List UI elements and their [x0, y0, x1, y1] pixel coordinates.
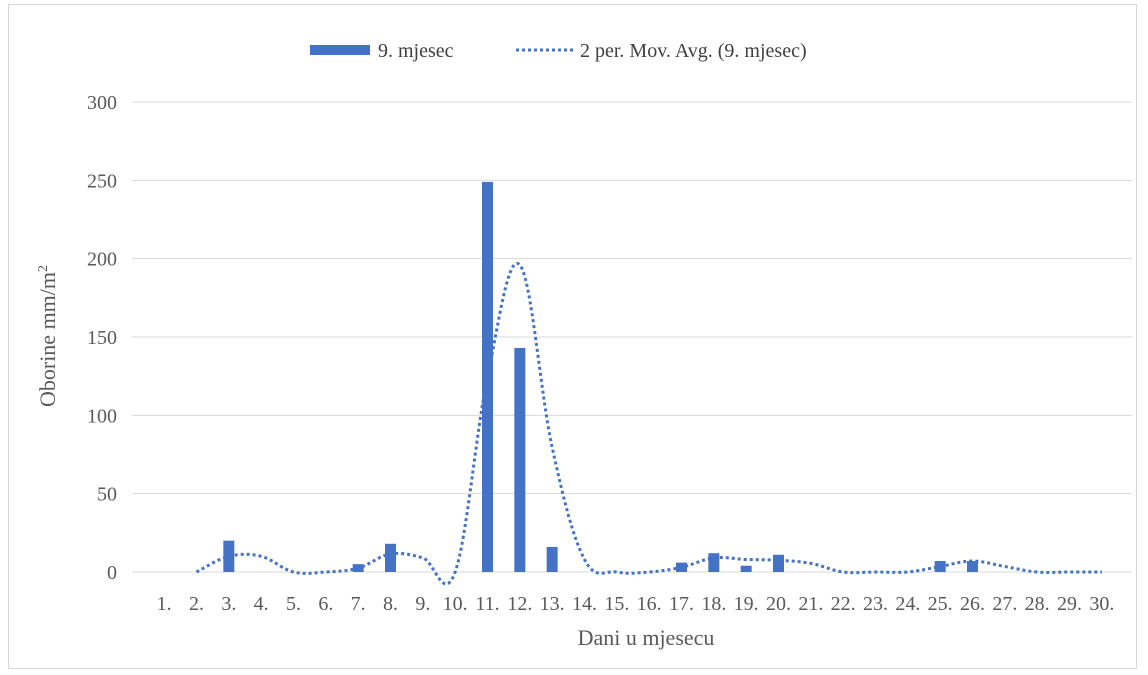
x-tick-label: 20. — [766, 593, 791, 615]
x-tick-label: 13. — [540, 593, 565, 615]
legend-line-label: 2 per. Mov. Avg. (9. mjesec) — [580, 40, 807, 62]
x-tick-label: 10. — [443, 593, 468, 615]
x-tick-label: 26. — [960, 593, 985, 615]
x-tick-label: 18. — [701, 593, 726, 615]
bar — [967, 561, 978, 572]
legend: 9. mjesec 2 per. Mov. Avg. (9. mjesec) — [310, 40, 807, 62]
y-tick-label: 200 — [87, 249, 117, 271]
x-axis-title: Dani u mjesecu — [578, 625, 715, 650]
y-tick-label: 100 — [87, 405, 117, 427]
y-tick-label: 150 — [87, 327, 117, 349]
bar — [385, 543, 396, 572]
bar — [514, 347, 526, 572]
x-tick-label: 3. — [221, 593, 236, 615]
x-tick-label: 29. — [1057, 593, 1082, 615]
x-tick-label: 4. — [254, 593, 269, 615]
x-tick-label: 9. — [415, 593, 430, 615]
x-tick-label: 15. — [604, 593, 629, 615]
x-tick-label: 1. — [157, 593, 172, 615]
x-tick-label: 19. — [734, 593, 759, 615]
y-tick-label: 0 — [107, 562, 117, 584]
bar-series — [223, 181, 978, 572]
x-tick-label: 24. — [895, 593, 920, 615]
moving-average-line — [195, 261, 1102, 586]
y-axis-title-main: Oborine mm/m — [35, 272, 60, 407]
y-tick-label: 50 — [97, 484, 117, 506]
x-tick-label: 22. — [831, 593, 856, 615]
moving-average-series — [195, 261, 1102, 586]
bar — [740, 565, 752, 572]
legend-bar-label: 9. mjesec — [378, 40, 454, 62]
x-tick-label: 2. — [189, 593, 204, 615]
x-tick-label: 23. — [863, 593, 888, 615]
y-tick-label: 250 — [87, 170, 117, 192]
y-axis-title: Oborine mm/m2 — [35, 265, 60, 407]
bar — [773, 554, 784, 572]
x-tick-label: 8. — [383, 593, 398, 615]
x-tick-label: 5. — [286, 593, 301, 615]
x-tick-labels: 1. 2. 3. 4. 5. 6. 7. 8. 9. 10. 11. 12. 13. 14. 15. 16. 1… — [157, 593, 1115, 615]
x-tick-label: 25. — [928, 593, 953, 615]
x-tick-label: 16. — [637, 593, 662, 615]
x-tick-label: 21. — [798, 593, 823, 615]
y-tick-label: 300 — [87, 92, 117, 114]
x-tick-label: 12. — [507, 593, 532, 615]
x-tick-label: 17. — [669, 593, 694, 615]
x-tick-label: 6. — [318, 593, 333, 615]
bar — [546, 546, 558, 572]
x-tick-label: 30. — [1089, 593, 1114, 615]
x-tick-label: 11. — [475, 593, 499, 615]
bar — [708, 553, 720, 572]
y-axis-title-superscript: 2 — [36, 265, 51, 272]
legend-bar-swatch — [310, 45, 370, 55]
x-tick-label: 14. — [572, 593, 597, 615]
x-tick-label: 27. — [992, 593, 1017, 615]
y-tick-labels: 0 50 100 150 200 250 300 — [87, 92, 117, 584]
grid-lines — [132, 101, 1132, 573]
x-tick-label: 28. — [1025, 593, 1050, 615]
x-tick-label: 7. — [351, 593, 366, 615]
